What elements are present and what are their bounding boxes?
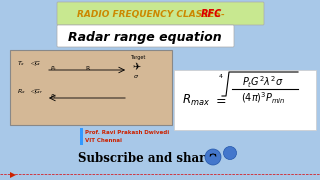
Text: Radar range equation: Radar range equation	[68, 30, 222, 44]
Text: Prof. Ravi Prakash Dwivedi: Prof. Ravi Prakash Dwivedi	[85, 130, 169, 136]
FancyBboxPatch shape	[57, 25, 234, 47]
Circle shape	[223, 147, 236, 159]
Text: RADIO FREQUENCY CLASSES-: RADIO FREQUENCY CLASSES-	[76, 10, 228, 19]
Text: $P_t$: $P_t$	[50, 65, 57, 73]
Text: Subscribe and share: Subscribe and share	[77, 152, 212, 165]
Polygon shape	[10, 172, 16, 178]
Text: $=$: $=$	[213, 93, 227, 107]
Bar	[80, 128, 83, 145]
Text: $R_{max}$: $R_{max}$	[182, 93, 210, 107]
Text: $T_x$: $T_x$	[17, 60, 26, 68]
Text: RFC: RFC	[200, 9, 222, 19]
Text: $\sigma$: $\sigma$	[133, 73, 139, 80]
Text: $P_r$: $P_r$	[50, 93, 57, 102]
Text: VIT Chennai: VIT Chennai	[85, 138, 122, 143]
Text: $P_t G^2 \lambda^2 \sigma$: $P_t G^2 \lambda^2 \sigma$	[242, 74, 284, 90]
Text: $\triangleleft G_r$: $\triangleleft G_r$	[30, 88, 44, 96]
Text: 4: 4	[219, 73, 223, 78]
Text: $\triangleleft G$: $\triangleleft G$	[30, 60, 41, 68]
Text: ✈: ✈	[132, 62, 140, 72]
Bar	[10, 50, 172, 125]
FancyBboxPatch shape	[57, 2, 264, 25]
Text: $(4\pi)^3 P_{min}$: $(4\pi)^3 P_{min}$	[241, 90, 285, 106]
Bar	[174, 70, 316, 130]
Circle shape	[205, 149, 221, 165]
Text: Target: Target	[130, 55, 145, 60]
Text: $R_x$: $R_x$	[17, 87, 26, 96]
Text: R: R	[85, 66, 89, 71]
